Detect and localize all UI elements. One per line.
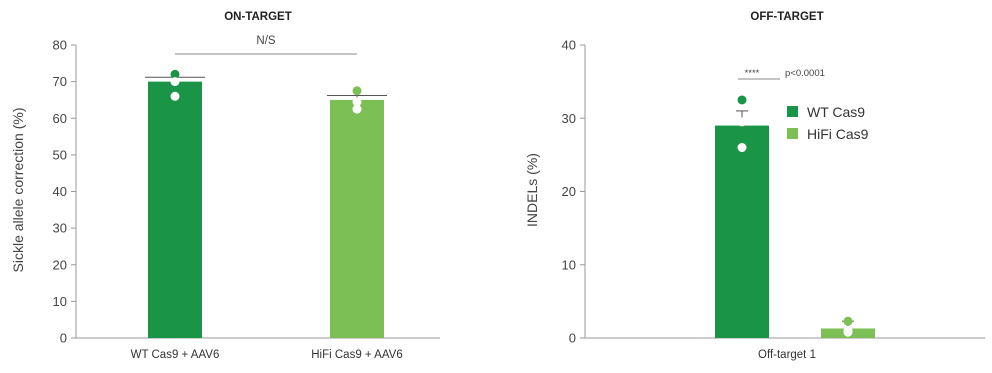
on-target-y-tick-label: 80 xyxy=(53,38,67,53)
on-target-y-tick-label: 0 xyxy=(60,331,67,346)
on-target-y-tick-label: 70 xyxy=(53,74,67,89)
on-target-chart: ON-TARGET Sickle allele correction (%) 0 10… xyxy=(10,11,440,361)
on-target-y-tick-label: 60 xyxy=(53,111,67,126)
on-target-y-axis-label: Sickle allele correction (%) xyxy=(10,108,26,273)
on-target-significance-label: N/S xyxy=(256,35,276,47)
off-target-p-value: p<0.0001 xyxy=(785,68,825,79)
off-target-chart: OFF-TARGET INDELs (%) 0 10 20 30 40 Off-target … xyxy=(524,11,985,361)
on-target-data-point xyxy=(352,97,362,107)
on-target-data-point xyxy=(170,91,180,101)
legend-label: HiFi Cas9 xyxy=(807,126,869,142)
on-target-y-tick-label: 30 xyxy=(53,221,67,236)
off-target-data-point xyxy=(737,117,747,127)
on-target-category-label: WT Cas9 + AAV6 xyxy=(131,349,220,361)
off-target-y-tick-label: 40 xyxy=(562,38,576,53)
off-target-title: OFF-TARGET xyxy=(750,11,823,23)
off-target-data-point xyxy=(843,327,853,337)
legend-swatch xyxy=(787,106,798,117)
on-target-category-label: HiFi Cas9 + AAV6 xyxy=(311,349,403,361)
on-target-title: ON-TARGET xyxy=(224,11,292,23)
on-target-bar xyxy=(330,99,384,338)
on-target-y-tick-label: 40 xyxy=(53,184,67,199)
off-target-y-tick-label: 0 xyxy=(569,331,576,346)
on-target-data-point xyxy=(352,86,362,96)
off-target-significance-stars: **** xyxy=(745,68,760,79)
off-target-y-axis-label: INDELs (%) xyxy=(524,153,540,227)
off-target-data-point xyxy=(737,95,747,105)
on-target-bar xyxy=(148,81,202,338)
off-target-y-tick-label: 10 xyxy=(562,257,576,272)
legend-label: WT Cas9 xyxy=(807,104,865,120)
off-target-bar xyxy=(715,125,769,338)
off-target-data-point xyxy=(843,316,853,326)
on-target-y-tick-label: 50 xyxy=(53,147,67,162)
on-target-data-point xyxy=(170,69,180,79)
on-target-y-tick-label: 10 xyxy=(53,294,67,309)
legend-swatch xyxy=(787,128,798,139)
off-target-category-label: Off-target 1 xyxy=(758,349,816,361)
on-target-y-tick-label: 20 xyxy=(53,257,67,272)
off-target-y-tick-label: 30 xyxy=(562,111,576,126)
off-target-data-point xyxy=(737,143,747,153)
on-target-data-point xyxy=(352,104,362,114)
off-target-y-tick-label: 20 xyxy=(562,184,576,199)
on-target-data-point xyxy=(170,77,180,87)
